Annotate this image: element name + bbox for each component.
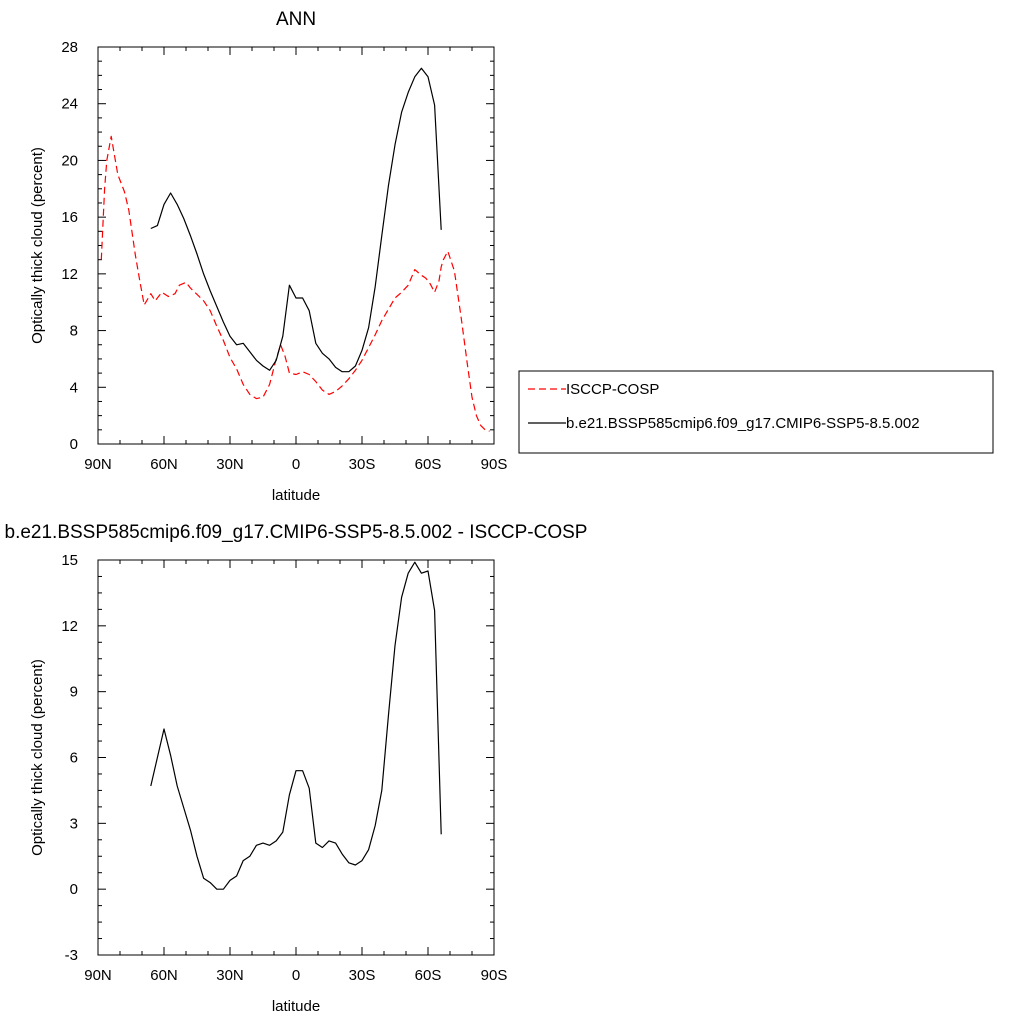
y-tick-label: -3 [65,947,78,964]
y-tick-label: 0 [70,436,78,453]
y-tick-label: 28 [61,39,78,56]
series-line-model [150,67,442,373]
x-tick-label: 30S [349,967,376,984]
x-tick-label: 60S [415,456,442,473]
y-tick-label: 6 [70,750,78,767]
legend-box [518,370,994,454]
x-tick-label: 30N [216,967,244,984]
y-tick-label: 9 [70,684,78,701]
legend-label: b.e21.BSSP585cmip6.f09_g17.CMIP6-SSP5-8.… [566,415,920,432]
x-tick-label: 90S [481,456,508,473]
x-tick-label: 0 [292,456,300,473]
y-axis-title: Optically thick cloud (percent) [29,147,46,344]
x-axis-title: latitude [272,998,320,1015]
legend: ISCCP-COSP b.e21.BSSP585cmip6.f09_g17.CMI… [518,370,994,454]
y-axis-title: Optically thick cloud (percent) [29,659,46,856]
x-tick-label: 90N [84,456,112,473]
y-tick-label: 20 [61,152,78,169]
chart-title: ANN [276,9,316,30]
y-tick-label: 15 [61,552,78,569]
x-axis-title: latitude [272,487,320,504]
y-tick-label: 3 [70,815,78,832]
x-tick-label: 0 [292,967,300,984]
x-tick-label: 60N [150,456,178,473]
legend-label: ISCCP-COSP [566,381,659,398]
x-tick-label: 30N [216,456,244,473]
y-tick-label: 16 [61,209,78,226]
x-tick-label: 60N [150,967,178,984]
chart-title: b.e21.BSSP585cmip6.f09_g17.CMIP6-SSP5-8.… [5,522,588,543]
x-tick-label: 60S [415,967,442,984]
y-tick-label: 4 [70,379,78,396]
x-tick-label: 90S [481,967,508,984]
y-tick-label: 12 [61,266,78,283]
x-tick-label: 90N [84,967,112,984]
series-line-model [150,561,442,890]
bottom-panel: b.e21.BSSP585cmip6.f09_g17.CMIP6-SSP5-8.… [5,522,588,1015]
y-tick-label: 0 [70,881,78,898]
x-tick-label: 30S [349,456,376,473]
y-tick-label: 12 [61,618,78,635]
y-tick-label: 8 [70,323,78,340]
top-panel: ANN 90N 60N 30N 0 30S 60S 90S 0 4 8 12 16 20 24 28 latit… [29,9,507,504]
series-line-isccp-cosp [100,135,490,432]
y-tick-label: 24 [61,96,78,113]
